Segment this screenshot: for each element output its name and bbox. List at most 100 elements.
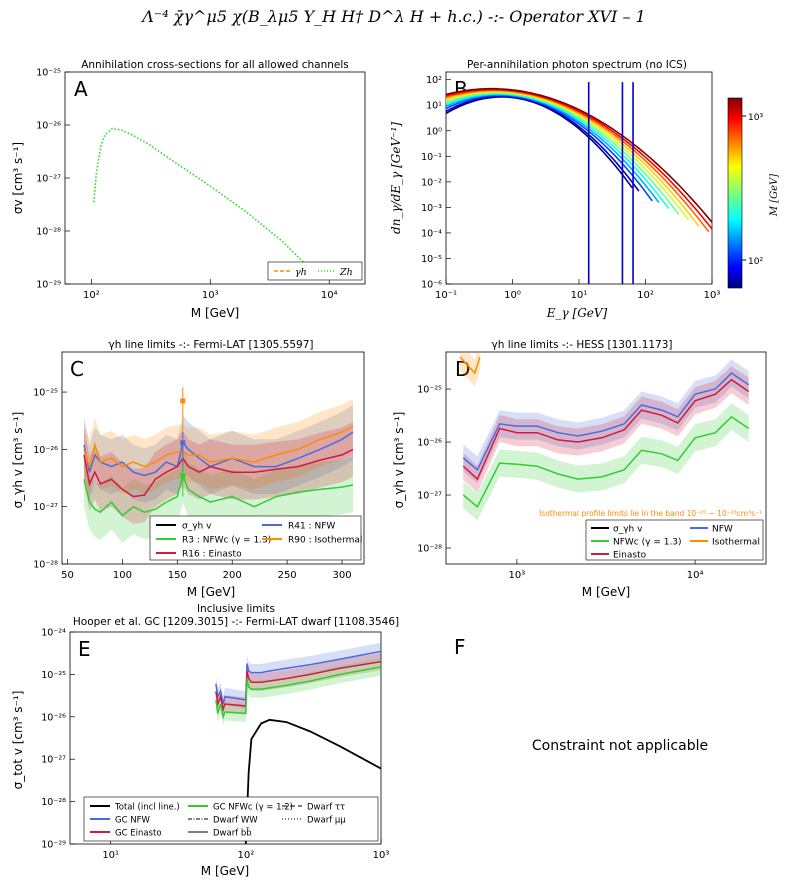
legend-label: NFWc (γ = 1.3) [613,538,682,548]
panel-b-ytick-label: 10² [426,75,442,86]
series-line-d [459,356,481,375]
panel-b-ytick-label: 10⁻⁴ [421,228,442,239]
panel-b-xtick-label: 10⁰ [504,290,521,301]
spectrum-line [446,95,640,192]
errorbar-point [180,398,186,404]
series-line-d [462,415,750,508]
panel-c-xlabel: M [GeV] [187,585,235,599]
colorbar [727,97,743,289]
panel-a-xlabel: M [GeV] [191,306,239,320]
panel-c-xtick-label: 100 [113,570,132,581]
panel-a-ytick-label: 10⁻²⁸ [36,227,61,238]
panel-e-frame [69,631,382,845]
panel-e-legend [83,796,379,842]
panel-b-ytick-label: 10⁻² [421,177,442,188]
panel-b-xtick-label: 10⁻¹ [435,290,457,301]
series-line-e [244,718,381,844]
panel-d: γh line limits -:- HESS [1301.1173] D M … [392,339,767,599]
legend-label: σ_γh v [182,522,212,532]
series-zh-line [93,127,319,277]
panel-e-ytick-label: 10⁻²⁴ [41,628,66,639]
panel-b-xtick-label: 10¹ [571,290,588,301]
spectrum-line [446,90,700,227]
panel-c-xtick-label: 150 [168,570,187,581]
legend-label: Dwarf bb̄ [213,827,252,839]
series-line-d [462,378,750,481]
spectrum-line [446,93,670,210]
figure-title: Λ⁻⁴ χ̄γ^μ5 χ(B_λμ5 Y_H H† D^λ H + h.c.) … [140,7,645,26]
panel-c-xtick-label: 250 [278,570,297,581]
panel-d-xtick-label: 10⁴ [687,570,704,581]
panel-b-ytick-label: 10⁻¹ [421,152,442,163]
panel-e-title1: Inclusive limits [197,603,275,615]
band-c [84,404,353,503]
panel-e-ytick-label: 10⁻²⁷ [41,755,66,766]
series-line-e [215,660,381,713]
panel-c-legend [149,515,362,561]
series-line-e [215,666,381,720]
panel-e-ytick-label: 10⁻²⁸ [41,797,66,808]
colorbar-tick-label: 10³ [748,113,763,123]
legend-label: Dwarf WW [213,816,258,826]
panel-a-ytick-label: 10⁻²⁹ [36,280,61,291]
panel-a-ytick-label: 10⁻²⁵ [36,68,61,79]
panel-b-ytick-label: 10⁰ [426,126,442,137]
panel-e: Inclusive limits Hooper et al. GC [1209.… [11,603,399,878]
spectrum-line [446,87,712,224]
panel-c-ytick-label: 10⁻²⁵ [33,388,58,399]
panel-e-ytick-label: 10⁻²⁵ [41,670,66,681]
panel-d-ylabel: σ_γh v [cm³ s⁻¹] [392,412,406,509]
panel-b-xtick-label: 10³ [704,290,721,301]
panel-c-ytick-label: 10⁻²⁶ [33,445,58,456]
panel-d-xlabel: M [GeV] [582,585,630,599]
panel-a-ytick-label: 10⁻²⁷ [36,174,61,185]
panel-a-title: Annihilation cross-sections for all allo… [81,59,349,71]
panel-c-xtick-label: 200 [223,570,242,581]
panel-d-ytick-label: 10⁻²⁸ [417,544,442,555]
panel-a-ylabel: σv [cm³ s⁻¹] [11,142,25,214]
panel-e-ytick-label: 10⁻²⁶ [41,712,66,723]
legend-zh-label: Zh [339,267,353,278]
panel-e-xlabel: M [GeV] [201,864,249,878]
panel-c-title: γh line limits -:- Fermi-LAT [1305.5597] [108,339,313,351]
legend-label: Einasto [613,551,647,561]
legend-label: GC Einasto [115,829,162,839]
series-line-c [83,431,354,477]
panel-d-note: Isothermal profile limits lie in the ban… [539,509,762,518]
series-line-d [462,372,750,471]
panel-e-xtick-label: 10¹ [102,850,119,861]
panel-a-letter: A [74,77,88,101]
legend-label: Dwarf μμ [307,816,346,826]
series-line-c [83,425,354,470]
band-e [215,653,381,718]
panel-c-letter: C [70,357,84,381]
panel-d-ytick-label: 10⁻²⁶ [417,438,442,449]
panel-f-message: Constraint not applicable [532,738,708,754]
panel-b-ytick-label: 10¹ [426,101,442,112]
legend-label: R3 : NFWc (γ = 1.3) [182,536,271,546]
panel-b-ytick-label: 10⁻³ [421,203,442,214]
panel-d-frame [445,351,767,565]
panel-a-xtick-label: 10³ [202,290,219,301]
series-line-c [83,473,354,517]
band-d [463,359,749,484]
legend-label: σ_γh v [613,525,643,535]
panel-e-xtick-label: 10³ [373,850,390,861]
spectrum-line [446,89,710,233]
legend-label: NFW [712,525,733,535]
panel-e-xtick-label: 10² [237,850,254,861]
spectrum-line [446,93,660,203]
spectrum-line [446,92,680,216]
colorbar-label: M [GeV] [769,174,780,217]
panel-c: γh line limits -:- Fermi-LAT [1305.5597]… [11,339,365,599]
panel-f: F Constraint not applicable [454,635,708,754]
panel-b-xlabel: E_γ [GeV] [546,306,608,320]
band-e [215,642,381,713]
panel-d-xtick-label: 10³ [509,570,526,581]
panel-c-xtick-label: 300 [332,570,351,581]
panel-e-ylabel: σ_tot v [cm³ s⁻¹] [11,691,25,790]
legend-label: R41 : NFW [288,522,335,532]
legend-label: Total (incl line.) [114,803,180,813]
panel-e-ytick-label: 10⁻²⁹ [41,840,66,851]
panel-f-letter: F [454,635,466,659]
